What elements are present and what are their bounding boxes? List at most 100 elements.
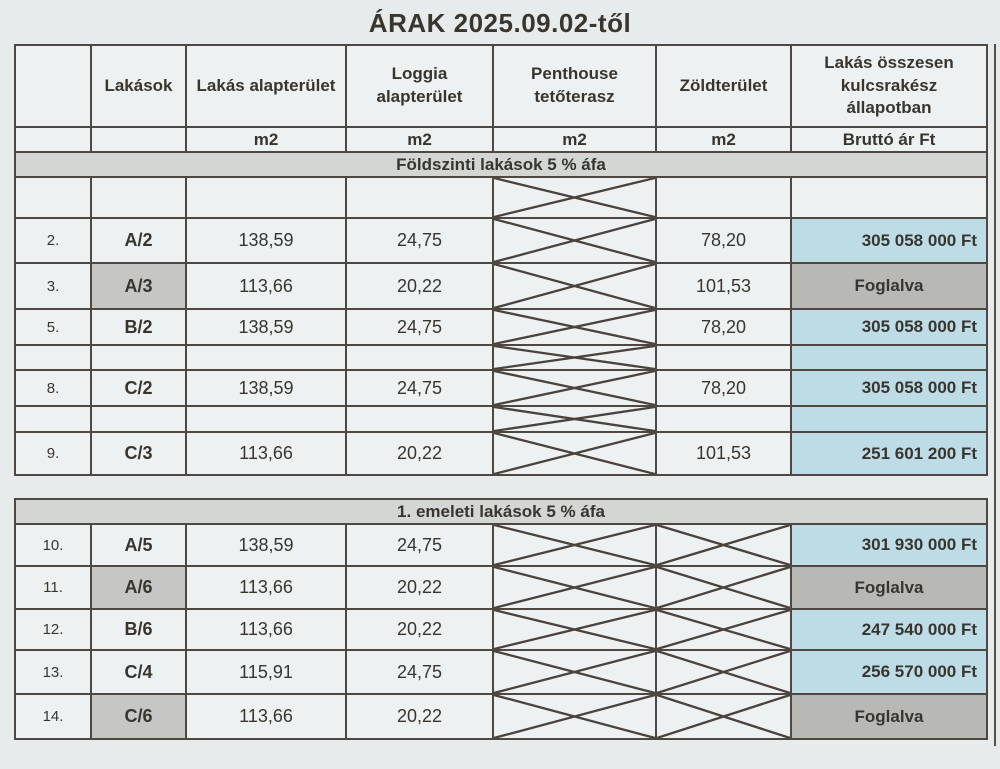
unit-cell: B/2 <box>90 308 187 346</box>
penthouse-cell <box>492 649 657 695</box>
row-number-cell: 9. <box>14 431 92 476</box>
table-row: 14. C/6 113,66 20,22 Foglalva <box>14 693 989 740</box>
unit-label-cell: Bruttó ár Ft <box>790 126 988 153</box>
price-cell: 247 540 000 Ft <box>789 608 989 651</box>
area-cell: 113,66 <box>185 431 347 476</box>
green-area-cell <box>655 608 792 651</box>
loggia-cell: 20,22 <box>345 565 494 610</box>
green-area-cell: 101,53 <box>655 431 792 476</box>
crossed-out-icon <box>494 433 655 474</box>
loggia-cell <box>345 176 494 219</box>
table-row: 9. C/3 113,66 20,22 101,53 251 601 200 Ft <box>14 431 988 476</box>
green-area-cell <box>655 565 792 610</box>
penthouse-cell <box>492 176 657 219</box>
unit-cell <box>90 344 187 371</box>
crossed-out-icon <box>494 651 655 693</box>
unit-label-cell: m2 <box>185 126 347 153</box>
crossed-out-icon <box>657 695 790 738</box>
loggia-cell: 24,75 <box>345 217 494 264</box>
area-cell: 138,59 <box>185 523 347 567</box>
penthouse-cell <box>492 405 657 433</box>
green-area-cell: 78,20 <box>655 217 792 264</box>
column-header <box>14 44 92 128</box>
price-cell: 251 601 200 Ft <box>790 431 988 476</box>
column-header: Lakás összesen kulcsrakész állapotban <box>790 44 988 128</box>
unit-cell: A/6 <box>90 565 187 610</box>
crossed-out-icon <box>494 695 655 738</box>
price-cell: 305 058 000 Ft <box>790 308 988 346</box>
column-header: Loggia alapterület <box>345 44 494 128</box>
units-row: m2 m2 m2 m2 Bruttó ár Ft <box>14 126 988 153</box>
price-cell <box>790 344 988 371</box>
tables-container: Lakások Lakás alapterület Loggia alapterül… <box>13 44 989 740</box>
area-cell: 138,59 <box>185 217 347 264</box>
unit-cell <box>90 176 187 219</box>
crossed-out-icon <box>494 264 655 308</box>
table-row: 8. C/2 138,59 24,75 78,20 305 058 000 Ft <box>14 369 988 407</box>
unit-cell <box>90 405 187 433</box>
unit-cell: C/3 <box>90 431 187 476</box>
unit-cell: A/2 <box>90 217 187 264</box>
penthouse-cell <box>492 608 657 651</box>
penthouse-cell <box>492 565 657 610</box>
table-row: 10. A/5 138,59 24,75 301 930 000 Ft <box>14 523 989 567</box>
price-cell: 256 570 000 Ft <box>789 649 989 695</box>
row-number-cell: 12. <box>14 608 92 651</box>
green-area-cell <box>655 405 792 433</box>
penthouse-cell <box>492 308 657 346</box>
green-area-cell <box>655 176 792 219</box>
crossed-out-icon <box>494 219 655 262</box>
table-row: 3. A/3 113,66 20,22 101,53 Foglalva <box>14 262 988 310</box>
green-area-cell: 101,53 <box>655 262 792 310</box>
table-row: 5. B/2 138,59 24,75 78,20 305 058 000 Ft <box>14 308 988 346</box>
unit-label-cell <box>90 126 187 153</box>
row-number-cell: 5. <box>14 308 92 346</box>
crossed-out-icon <box>494 525 655 565</box>
penthouse-cell <box>492 217 657 264</box>
row-number-cell: 14. <box>14 693 92 740</box>
price-cell: 301 930 000 Ft <box>789 523 989 567</box>
area-cell: 113,66 <box>185 608 347 651</box>
row-number-cell <box>14 176 92 219</box>
column-header: Zöldterület <box>655 44 792 128</box>
crossed-out-icon <box>657 567 790 608</box>
section-band-row: 1. emeleti lakások 5 % áfa <box>13 498 989 525</box>
penthouse-cell <box>492 523 657 567</box>
row-number-cell: 10. <box>14 523 92 567</box>
green-area-cell <box>655 649 792 695</box>
row-number-cell: 11. <box>14 565 92 610</box>
green-area-cell: 78,20 <box>655 308 792 346</box>
crossed-out-icon <box>494 567 655 608</box>
crossed-out-icon <box>657 651 790 693</box>
unit-cell: A/5 <box>90 523 187 567</box>
area-cell: 115,91 <box>185 649 347 695</box>
section-band-title: 1. emeleti lakások 5 % áfa <box>13 498 989 525</box>
unit-cell: C/6 <box>90 693 187 740</box>
unit-label-cell: m2 <box>655 126 792 153</box>
document-title: ÁRAK 2025.09.02-től <box>368 8 632 38</box>
unit-label-cell: m2 <box>492 126 657 153</box>
scan-page-edge-line <box>994 44 996 746</box>
green-area-cell <box>655 693 792 740</box>
section-band-row: Földszinti lakások 5 % áfa <box>14 151 988 178</box>
table-row: 11. A/6 113,66 20,22 Foglalva <box>14 565 989 610</box>
column-header: Lakások <box>90 44 187 128</box>
price-cell <box>790 405 988 433</box>
table-row <box>14 405 988 433</box>
price-cell: Foglalva <box>789 693 989 740</box>
table-row <box>14 344 988 371</box>
area-cell: 113,66 <box>185 565 347 610</box>
penthouse-cell <box>492 693 657 740</box>
section-band-title: Földszinti lakások 5 % áfa <box>14 151 988 178</box>
green-area-cell <box>655 523 792 567</box>
loggia-cell: 20,22 <box>345 693 494 740</box>
loggia-cell <box>345 405 494 433</box>
row-number-cell: 13. <box>14 649 92 695</box>
price-cell <box>790 176 988 219</box>
unit-cell: C/2 <box>90 369 187 407</box>
ground-floor-table: Lakások Lakás alapterület Loggia alapterül… <box>14 44 988 476</box>
price-table: 1. emeleti lakások 5 % áfa 10. A/5 138,59 24… <box>13 498 989 740</box>
penthouse-cell <box>492 344 657 371</box>
area-cell: 113,66 <box>185 693 347 740</box>
